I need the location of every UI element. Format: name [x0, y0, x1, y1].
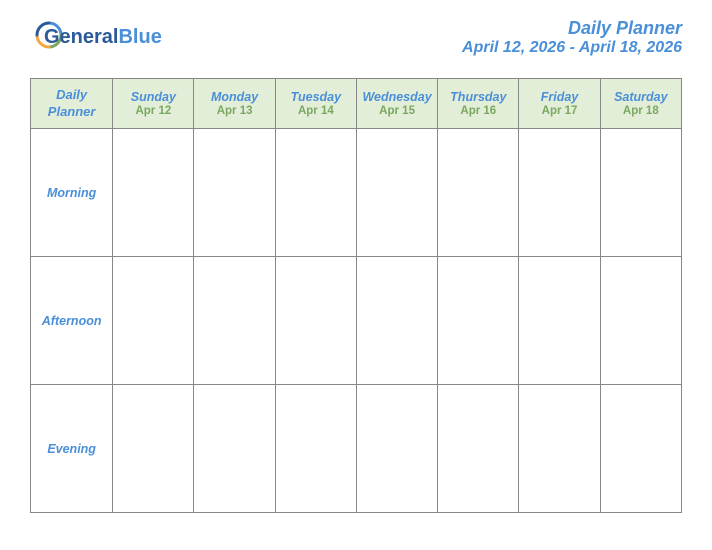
row-label-afternoon: Afternoon	[31, 257, 113, 385]
day-header-thu: Thursday Apr 16	[438, 79, 519, 129]
cell[interactable]	[356, 129, 437, 257]
cell[interactable]	[519, 385, 600, 513]
page-title: Daily Planner	[462, 18, 682, 39]
day-date: Apr 14	[276, 105, 356, 117]
logo-text-1: General	[44, 26, 118, 48]
title-block: Daily Planner April 12, 2026 - April 18,…	[462, 18, 682, 57]
day-date: Apr 12	[113, 105, 193, 117]
day-name: Monday	[194, 90, 274, 104]
cell[interactable]	[275, 257, 356, 385]
cell[interactable]	[194, 257, 275, 385]
cell[interactable]	[600, 129, 681, 257]
planner-table: Daily Planner Sunday Apr 12 Monday Apr 1…	[30, 78, 682, 513]
day-name: Friday	[519, 90, 599, 104]
logo: GeneralBlue	[36, 24, 154, 47]
row-label-morning: Morning	[31, 129, 113, 257]
day-name: Wednesday	[357, 90, 437, 104]
cell[interactable]	[113, 385, 194, 513]
cell[interactable]	[113, 257, 194, 385]
day-name: Tuesday	[276, 90, 356, 104]
day-date: Apr 16	[438, 105, 518, 117]
cell[interactable]	[194, 129, 275, 257]
cell[interactable]	[275, 385, 356, 513]
day-name: Thursday	[438, 90, 518, 104]
logo-text-2: Blue	[118, 26, 161, 48]
page-header: GeneralBlue Daily Planner April 12, 2026…	[30, 18, 682, 72]
cell[interactable]	[275, 129, 356, 257]
day-date: Apr 13	[194, 105, 274, 117]
corner-cell: Daily Planner	[31, 79, 113, 129]
day-date: Apr 18	[601, 105, 681, 117]
cell[interactable]	[113, 129, 194, 257]
day-header-sun: Sunday Apr 12	[113, 79, 194, 129]
table-row-evening: Evening	[31, 385, 682, 513]
header-row: Daily Planner Sunday Apr 12 Monday Apr 1…	[31, 79, 682, 129]
table-row-morning: Morning	[31, 129, 682, 257]
day-name: Sunday	[113, 90, 193, 104]
cell[interactable]	[356, 257, 437, 385]
cell[interactable]	[194, 385, 275, 513]
cell[interactable]	[600, 385, 681, 513]
day-date: Apr 15	[357, 105, 437, 117]
cell[interactable]	[438, 385, 519, 513]
day-date: Apr 17	[519, 105, 599, 117]
day-header-mon: Monday Apr 13	[194, 79, 275, 129]
day-header-fri: Friday Apr 17	[519, 79, 600, 129]
table-row-afternoon: Afternoon	[31, 257, 682, 385]
cell[interactable]	[356, 385, 437, 513]
cell[interactable]	[438, 257, 519, 385]
day-header-wed: Wednesday Apr 15	[356, 79, 437, 129]
day-header-tue: Tuesday Apr 14	[275, 79, 356, 129]
day-header-sat: Saturday Apr 18	[600, 79, 681, 129]
cell[interactable]	[438, 129, 519, 257]
row-label-evening: Evening	[31, 385, 113, 513]
cell[interactable]	[519, 129, 600, 257]
day-name: Saturday	[601, 90, 681, 104]
cell[interactable]	[600, 257, 681, 385]
date-range: April 12, 2026 - April 18, 2026	[462, 39, 682, 57]
cell[interactable]	[519, 257, 600, 385]
